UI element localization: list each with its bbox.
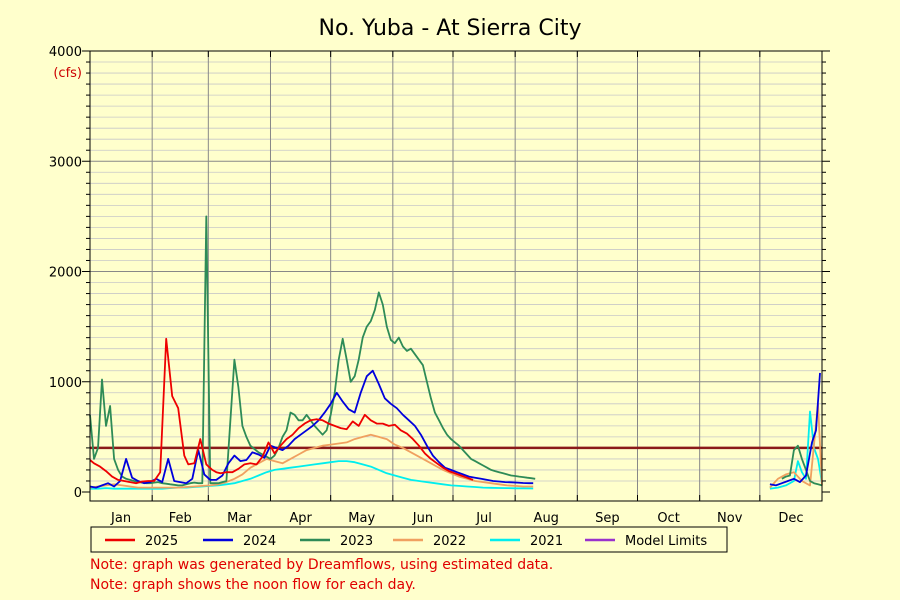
legend-label: 2024: [243, 534, 276, 549]
legend-label: Model Limits: [625, 534, 707, 549]
series-line-2024: [769, 372, 821, 487]
y-tick-label: 1000: [49, 376, 82, 391]
chart-title: No. Yuba - At Sierra City: [319, 16, 582, 41]
plot-frame: [89, 50, 823, 502]
x-tick-label: Mar: [227, 511, 252, 526]
x-tick-label: Jul: [475, 511, 492, 526]
x-tick-label: Apr: [289, 511, 312, 526]
series-line-2021: [90, 460, 534, 490]
legend-label: 2022: [433, 534, 466, 549]
x-tick-label: Oct: [657, 511, 679, 526]
x-tick-label: Nov: [717, 511, 743, 526]
x-tick-label: Sep: [595, 511, 620, 526]
x-tick-label: Aug: [534, 511, 559, 526]
note-noon-flow: Note: graph shows the noon flow for each…: [90, 577, 416, 593]
y-tick-label: 2000: [49, 266, 82, 281]
x-tick-label: Feb: [169, 511, 192, 526]
y-axis-unit-label: (cfs): [53, 66, 82, 81]
legend-label: 2021: [530, 534, 563, 549]
grid: [90, 51, 822, 501]
legend: 2025 2024 2023 2022 2021 Model Limits: [90, 526, 728, 553]
note-estimated-data: Note: graph was generated by Dreamflows,…: [90, 557, 554, 573]
y-tick-label: 0: [74, 486, 82, 501]
series-line-2024: [89, 369, 534, 489]
legend-label: 2025: [145, 534, 178, 549]
legend-label: 2023: [340, 534, 373, 549]
series-lines: [89, 215, 823, 490]
y-tick-label: 3000: [49, 155, 82, 170]
series-line-2022: [89, 433, 534, 489]
x-tick-label: Jun: [412, 511, 433, 526]
x-tick-label: Dec: [778, 511, 803, 526]
axes: Jan Feb Mar Apr May Jun Jul Aug Sep Oct Nov Dec 0 100…: [49, 45, 830, 526]
series-line-2022: [769, 402, 823, 489]
y-tick-label: 4000: [49, 45, 82, 60]
series-line-2023: [89, 215, 536, 487]
x-tick-label: Jan: [110, 511, 131, 526]
series-line-2025: [89, 337, 474, 485]
x-tick-label: May: [348, 511, 375, 526]
series-line-2021: [769, 410, 823, 490]
series-line-2023: [781, 444, 823, 487]
